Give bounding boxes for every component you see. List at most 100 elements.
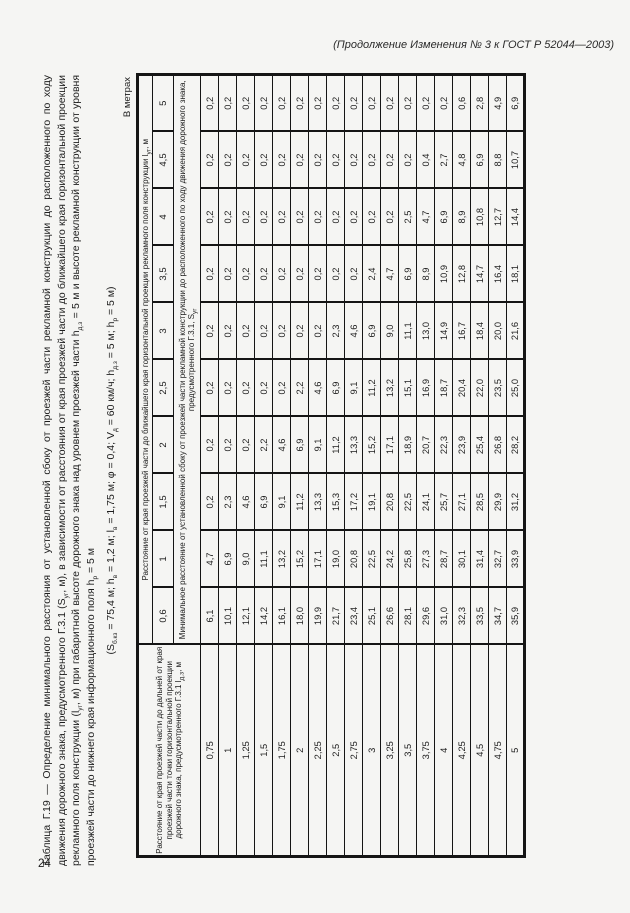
data-cell: 6,9: [326, 359, 345, 417]
data-cell: 0,2: [200, 131, 219, 189]
table-title: Таблица Г.19 — Определение минимального …: [41, 74, 99, 866]
data-cell: 13,3: [308, 473, 327, 531]
data-cell: 0,2: [326, 245, 345, 303]
data-cell: 0,2: [218, 359, 237, 417]
column-header: 3,5: [152, 245, 174, 303]
data-cell: 15,1: [398, 359, 417, 417]
data-cell: 0,2: [200, 359, 219, 417]
data-cell: 4,6: [344, 302, 363, 360]
data-cell: 6,9: [218, 530, 237, 588]
row-label-cell: 1,25: [236, 644, 255, 857]
data-cell: 6,9: [506, 74, 525, 132]
column-header: 4: [152, 188, 174, 246]
data-cell: 6,1: [200, 587, 219, 645]
data-cell: 22,0: [470, 359, 489, 417]
data-cell: 2,2: [290, 359, 309, 417]
data-cell: 0,2: [398, 131, 417, 189]
column-header: 3: [152, 302, 174, 360]
data-cell: 4,6: [308, 359, 327, 417]
data-cell: 15,3: [326, 473, 345, 531]
data-cell: 9,0: [380, 302, 399, 360]
data-cell: 32,7: [488, 530, 507, 588]
data-cell: 11,1: [254, 530, 273, 588]
data-cell: 0,2: [236, 188, 255, 246]
data-cell: 4,7: [200, 530, 219, 588]
data-cell: 18,7: [434, 359, 453, 417]
table-row: 3 25,1 22,5 19,1 15,2 11,2 6,9 2,4 0,2 0,2 0,2: [362, 74, 381, 857]
data-cell: 0,2: [272, 188, 291, 246]
data-cell: 0,2: [218, 302, 237, 360]
data-cell: 20,8: [380, 473, 399, 531]
data-cell: 0,2: [236, 245, 255, 303]
data-cell: 0,2: [200, 188, 219, 246]
data-cell: 10,8: [470, 188, 489, 246]
data-cell: 0,2: [380, 188, 399, 246]
data-cell: 4,6: [272, 416, 291, 474]
data-cell: 2,2: [254, 416, 273, 474]
data-cell: 0,2: [290, 74, 309, 132]
data-cell: 9,1: [344, 359, 363, 417]
data-cell: 19,9: [308, 587, 327, 645]
data-cell: 14,4: [506, 188, 525, 246]
table-row: 1,75 16,1 13,2 9,1 4,6 0,2 0,2 0,2 0,2 0,2 0,2: [272, 74, 291, 857]
data-cell: 21,7: [326, 587, 345, 645]
data-cell: 0,2: [416, 74, 435, 132]
row-label-cell: 4,5: [470, 644, 489, 857]
data-cell: 17,1: [308, 530, 327, 588]
row-label-cell: 0,75: [200, 644, 219, 857]
table-body: 0,75 6,1 4,7 0,2 0,2 0,2 0,2 0,2 0,2 0,2 0,2 1 10,1 6…: [200, 74, 525, 857]
data-cell: 0,2: [218, 131, 237, 189]
column-header: 2: [152, 416, 174, 474]
data-cell: 17,1: [380, 416, 399, 474]
data-cell: 4,9: [488, 74, 507, 132]
subscript: в: [112, 526, 120, 531]
subscript: д.з: [112, 361, 120, 370]
data-cell: 0,2: [254, 188, 273, 246]
data-cell: 25,8: [398, 530, 417, 588]
data-cell: 28,5: [470, 473, 489, 531]
data-cell: 0,2: [272, 245, 291, 303]
data-cell: 0,2: [272, 302, 291, 360]
column-group-header-cell: Расстояние от края проезжей части до бли…: [137, 74, 153, 645]
data-cell: 0,2: [326, 188, 345, 246]
row-label-cell: 5: [506, 644, 525, 857]
data-cell: 4,7: [416, 188, 435, 246]
table-row: 1,5 14,2 11,1 6,9 2,2 0,2 0,2 0,2 0,2 0,2 0,2: [254, 74, 273, 857]
data-cell: 0,2: [308, 245, 327, 303]
data-cell: 25,1: [362, 587, 381, 645]
data-cell: 20,4: [452, 359, 471, 417]
data-cell: 22,5: [362, 530, 381, 588]
data-cell: 25,4: [470, 416, 489, 474]
data-cell: 0,2: [344, 245, 363, 303]
data-cell: 2,3: [218, 473, 237, 531]
table-row: 5 35,9 33,9 31,2 28,2 25,0 21,6 18,1 14,4 10,7 6,9: [506, 74, 525, 857]
data-cell: 26,8: [488, 416, 507, 474]
data-cell: 14,7: [470, 245, 489, 303]
data-cell: 2,7: [434, 131, 453, 189]
data-cell: 25,7: [434, 473, 453, 531]
data-cell: 9,0: [236, 530, 255, 588]
data-cell: 20,8: [344, 530, 363, 588]
data-cell: 0,2: [362, 74, 381, 132]
column-header: 4,5: [152, 131, 174, 189]
data-cell: 32,3: [452, 587, 471, 645]
data-cell: 0,2: [236, 302, 255, 360]
data-cell: 29,9: [488, 473, 507, 531]
data-cell: 11,1: [398, 302, 417, 360]
column-header: 1: [152, 530, 174, 588]
data-cell: 4,7: [380, 245, 399, 303]
data-cell: 0,2: [254, 245, 273, 303]
row-label-cell: 2,75: [344, 644, 363, 857]
row-label-cell: 3: [362, 644, 381, 857]
data-cell: 8,9: [416, 245, 435, 303]
table-row: 4,5 33,5 31,4 28,5 25,4 22,0 18,4 14,7 10,8 6,9 2,…: [470, 74, 489, 857]
data-cell: 30,1: [452, 530, 471, 588]
data-cell: 0,2: [290, 131, 309, 189]
row-label-cell: 1,75: [272, 644, 291, 857]
data-cell: 31,4: [470, 530, 489, 588]
data-cell: 6,9: [290, 416, 309, 474]
data-cell: 23,4: [344, 587, 363, 645]
data-cell: 25,0: [506, 359, 525, 417]
data-cell: 4,6: [236, 473, 255, 531]
data-cell: 10,9: [434, 245, 453, 303]
